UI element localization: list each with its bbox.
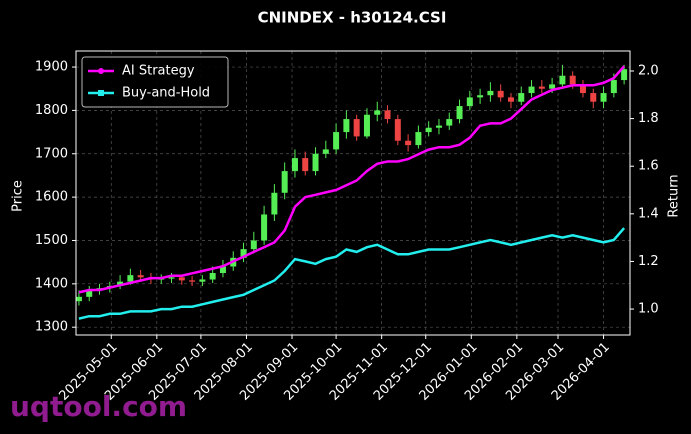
candle-body — [549, 84, 556, 89]
candle-body — [621, 69, 628, 81]
candle-body — [425, 127, 432, 133]
candle-body — [127, 275, 134, 282]
candle-body — [507, 97, 514, 102]
candle-body — [374, 110, 381, 115]
candle-body — [415, 132, 422, 146]
y-tick-label: 1400 — [35, 276, 68, 291]
y-tick-label: 1300 — [35, 320, 68, 335]
candle-body — [333, 132, 340, 150]
legend-label: Buy-and-Hold — [122, 86, 210, 101]
candle-body — [528, 86, 535, 94]
candle-body — [168, 277, 175, 279]
candle-body — [487, 90, 494, 96]
candle-body — [189, 280, 196, 282]
return-line — [78, 65, 626, 294]
candle-body — [456, 106, 463, 120]
candle-body — [497, 90, 504, 98]
candle-body — [477, 95, 484, 98]
candle-body — [312, 153, 319, 172]
candle-body — [559, 75, 566, 85]
candle-body — [199, 279, 206, 282]
candle-body — [117, 281, 124, 287]
plot-frame — [75, 50, 631, 336]
candle-body — [209, 272, 216, 280]
candle-body — [271, 192, 278, 215]
legend-marker — [98, 68, 104, 74]
y2-tick-label: 1.8 — [638, 111, 659, 126]
y-tick-label: 1800 — [35, 103, 68, 118]
y2-tick-label: 1.6 — [638, 159, 659, 174]
candle-body — [302, 158, 309, 172]
candle-body — [518, 93, 525, 102]
candle-body — [466, 97, 473, 107]
candle-body — [86, 290, 93, 297]
y2-tick-label: 1.2 — [638, 254, 659, 269]
y2-tick-label: 1.0 — [638, 302, 659, 317]
legend-label: AI Strategy — [122, 64, 195, 79]
candle-body — [590, 93, 597, 102]
watermark: uqtool.com — [10, 390, 187, 423]
y-tick-label: 1600 — [35, 190, 68, 205]
candle-body — [281, 171, 288, 193]
candle-body — [610, 80, 617, 94]
candle-body — [579, 84, 586, 94]
y-tick-label: 1900 — [35, 60, 68, 75]
candle-body — [600, 93, 607, 102]
candle-body — [291, 158, 298, 172]
candle-body — [250, 240, 257, 250]
y2-axis-label: Return — [667, 174, 682, 217]
return-line — [78, 227, 626, 320]
candle-body — [178, 277, 185, 281]
candle-body — [446, 119, 453, 126]
candle-body — [384, 110, 391, 120]
candle-body — [343, 119, 350, 133]
y-axis-label: Price — [11, 180, 26, 212]
y-tick-label: 1700 — [35, 146, 68, 161]
y-tick-label: 1500 — [35, 233, 68, 248]
candle-body — [137, 275, 144, 278]
y2-tick-label: 1.4 — [638, 206, 659, 221]
candle-body — [75, 296, 82, 302]
candle-body — [219, 266, 226, 273]
candle-body — [405, 140, 412, 146]
candle-body — [261, 214, 268, 241]
candle-body — [569, 75, 576, 85]
candle-body — [363, 114, 370, 137]
candle-body — [240, 249, 247, 258]
y2-tick-label: 2.0 — [638, 63, 659, 78]
candle-body — [538, 86, 545, 89]
candle-body — [394, 119, 401, 141]
candle-body — [435, 125, 442, 128]
candle-body — [322, 149, 329, 154]
chart-title: CNINDEX - h30124.CSI — [258, 9, 447, 27]
legend-marker — [98, 90, 104, 96]
candle-body — [353, 119, 360, 137]
legend-box — [81, 56, 229, 108]
